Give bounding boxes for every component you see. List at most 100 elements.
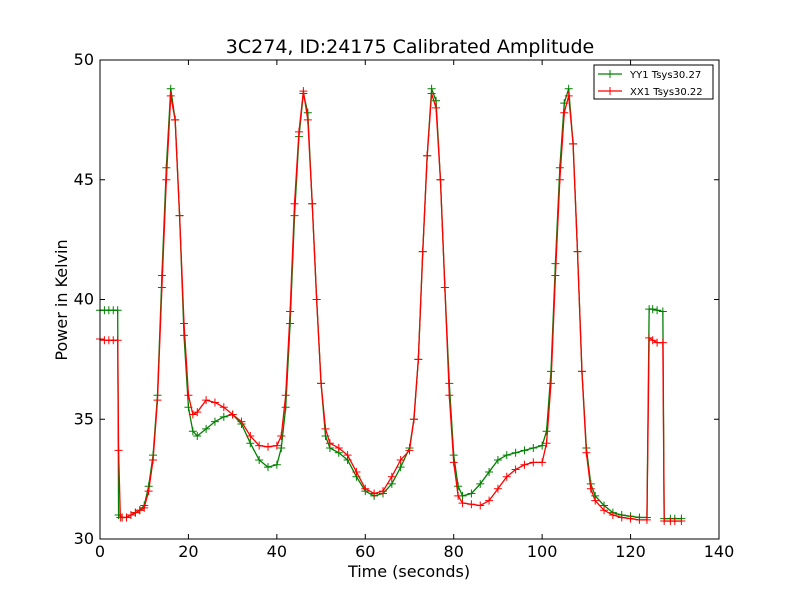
series-1-marker (387, 479, 396, 488)
plot-area-frame (99, 59, 720, 540)
series-1-marker (529, 443, 538, 452)
series-2-marker (308, 199, 317, 208)
series-2-marker (321, 424, 330, 433)
series-2-marker (317, 379, 326, 388)
series-2-marker (454, 491, 463, 500)
series-1-marker (202, 424, 211, 433)
series-2-marker (635, 515, 644, 524)
series-2-marker (180, 319, 189, 328)
y-tick-label: 45 (74, 170, 94, 189)
series-1-marker (210, 417, 219, 426)
series-1-marker (493, 455, 502, 464)
series-1-marker (264, 463, 273, 472)
series-2-marker (577, 367, 586, 376)
series-2-marker (303, 115, 312, 124)
series-2-marker (586, 484, 595, 493)
series-1-marker (277, 443, 286, 452)
legend-marker (606, 87, 614, 95)
x-tick-label: 100 (527, 542, 558, 561)
y-tick-label: 50 (74, 50, 94, 69)
series-2-marker (352, 467, 361, 476)
x-tick-label: 0 (95, 542, 105, 561)
series-1-marker (520, 446, 529, 455)
series-2-marker (193, 408, 202, 417)
series-2-marker (171, 115, 180, 124)
legend: YY1 Tsys30.27 XX1 Tsys30.22 (593, 64, 714, 100)
series-2-marker (485, 496, 494, 505)
chart-title: 3C274, ID:24175 Calibrated Amplitude (226, 36, 594, 58)
series-2-marker (131, 508, 140, 517)
series-1-marker (648, 305, 657, 314)
series-1-marker (502, 451, 511, 460)
series-1-marker (476, 479, 485, 488)
series-2-marker (396, 455, 405, 464)
series-2-marker (184, 391, 193, 400)
series-2-marker (432, 103, 441, 112)
series-2-line (99, 91, 682, 522)
series-2-marker (188, 410, 197, 419)
series-2-marker (436, 175, 445, 184)
series-2-marker (542, 439, 551, 448)
series-2-marker (600, 506, 609, 515)
series-2-marker (281, 391, 290, 400)
series-2-marker (113, 336, 122, 345)
series-2-marker (264, 442, 273, 451)
series-1-marker (255, 455, 264, 464)
series-1-marker (113, 306, 122, 315)
series-2-marker (126, 511, 135, 520)
series-2-marker (564, 91, 573, 100)
series-2-marker (122, 513, 131, 522)
x-tick-label: 60 (355, 542, 375, 561)
series-1-marker (538, 441, 547, 450)
series-1-marker (188, 427, 197, 436)
series-2-marker (299, 87, 308, 96)
series-1 (96, 84, 686, 523)
series-2-marker (405, 446, 414, 455)
series-1-marker (467, 489, 476, 498)
series-1-marker (485, 467, 494, 476)
series-2-marker (414, 355, 423, 364)
series-2-marker (502, 472, 511, 481)
series-2-marker (294, 127, 303, 136)
series-1-marker (653, 306, 662, 315)
series-2-marker (538, 458, 547, 467)
series-1-marker (272, 460, 281, 469)
series-2-marker (551, 271, 560, 280)
axis-ticks: 0 20 40 60 80 100 120 140 30 35 40 45 50 (74, 50, 735, 561)
series-2-marker (520, 460, 529, 469)
series-2-marker (677, 517, 686, 526)
series-2-marker (569, 139, 578, 148)
legend-label: XX1 Tsys30.22 (630, 87, 703, 98)
series-2-marker (458, 499, 467, 508)
series-2-marker (409, 415, 418, 424)
series-2-marker (255, 441, 264, 450)
series-2-marker (343, 451, 352, 460)
series-2-marker (272, 441, 281, 450)
series-2-marker (175, 211, 184, 220)
legend-box (593, 64, 714, 100)
series-2-marker (467, 500, 476, 509)
series-layer (96, 84, 686, 526)
series-2-marker (290, 199, 299, 208)
series-2-marker (157, 283, 166, 292)
series-2-marker (149, 455, 158, 464)
series-2-marker (529, 458, 538, 467)
series-1-marker (166, 84, 175, 93)
series-2-marker (560, 108, 569, 117)
y-axis-label: Power in Kelvin (52, 239, 71, 360)
series-2-marker (166, 91, 175, 100)
series-2-marker (642, 515, 651, 524)
series-2-marker (210, 398, 219, 407)
series-1-marker (281, 403, 290, 412)
series-2-marker (325, 439, 334, 448)
series-2-marker (573, 247, 582, 256)
series-1-marker (219, 412, 228, 421)
series-2-marker (423, 151, 432, 160)
series-1-marker (658, 307, 667, 316)
series-2-marker (449, 458, 458, 467)
series-2-marker (582, 448, 591, 457)
series-2-marker (658, 338, 667, 347)
series-2-marker (286, 307, 295, 316)
x-tick-label: 140 (704, 542, 735, 561)
